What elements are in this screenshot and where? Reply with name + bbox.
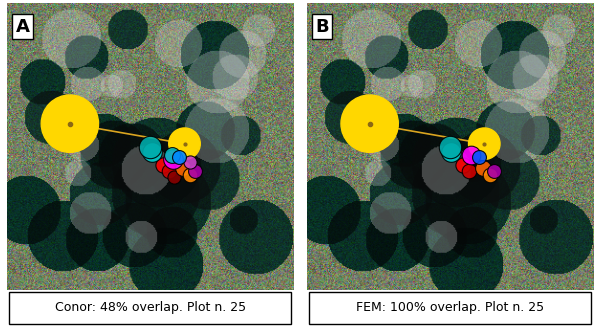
Text: A: A <box>16 18 29 36</box>
Point <box>185 173 195 178</box>
Point <box>490 168 499 174</box>
Point <box>145 144 155 149</box>
Point <box>458 163 467 168</box>
FancyBboxPatch shape <box>308 292 591 324</box>
Point <box>474 154 484 159</box>
Point <box>464 168 473 174</box>
Point <box>446 150 456 155</box>
Point <box>467 153 476 158</box>
Point <box>158 163 168 168</box>
Text: Conor: 48% overlap. Plot n. 25: Conor: 48% overlap. Plot n. 25 <box>55 301 245 314</box>
FancyBboxPatch shape <box>9 292 292 324</box>
Point <box>485 173 495 178</box>
Point <box>174 154 184 159</box>
Point <box>178 165 188 171</box>
Point <box>190 168 199 174</box>
Point <box>445 144 455 149</box>
Point <box>147 150 157 155</box>
Point <box>167 153 176 158</box>
Point <box>164 168 173 174</box>
Circle shape <box>169 128 200 160</box>
Circle shape <box>469 128 500 160</box>
Circle shape <box>341 95 398 152</box>
Point <box>185 160 195 165</box>
Point <box>170 174 179 179</box>
Point <box>478 165 488 171</box>
Text: FEM: 100% overlap. Plot n. 25: FEM: 100% overlap. Plot n. 25 <box>356 301 544 314</box>
Point <box>168 157 178 162</box>
Text: B: B <box>315 18 329 36</box>
Circle shape <box>41 95 98 152</box>
